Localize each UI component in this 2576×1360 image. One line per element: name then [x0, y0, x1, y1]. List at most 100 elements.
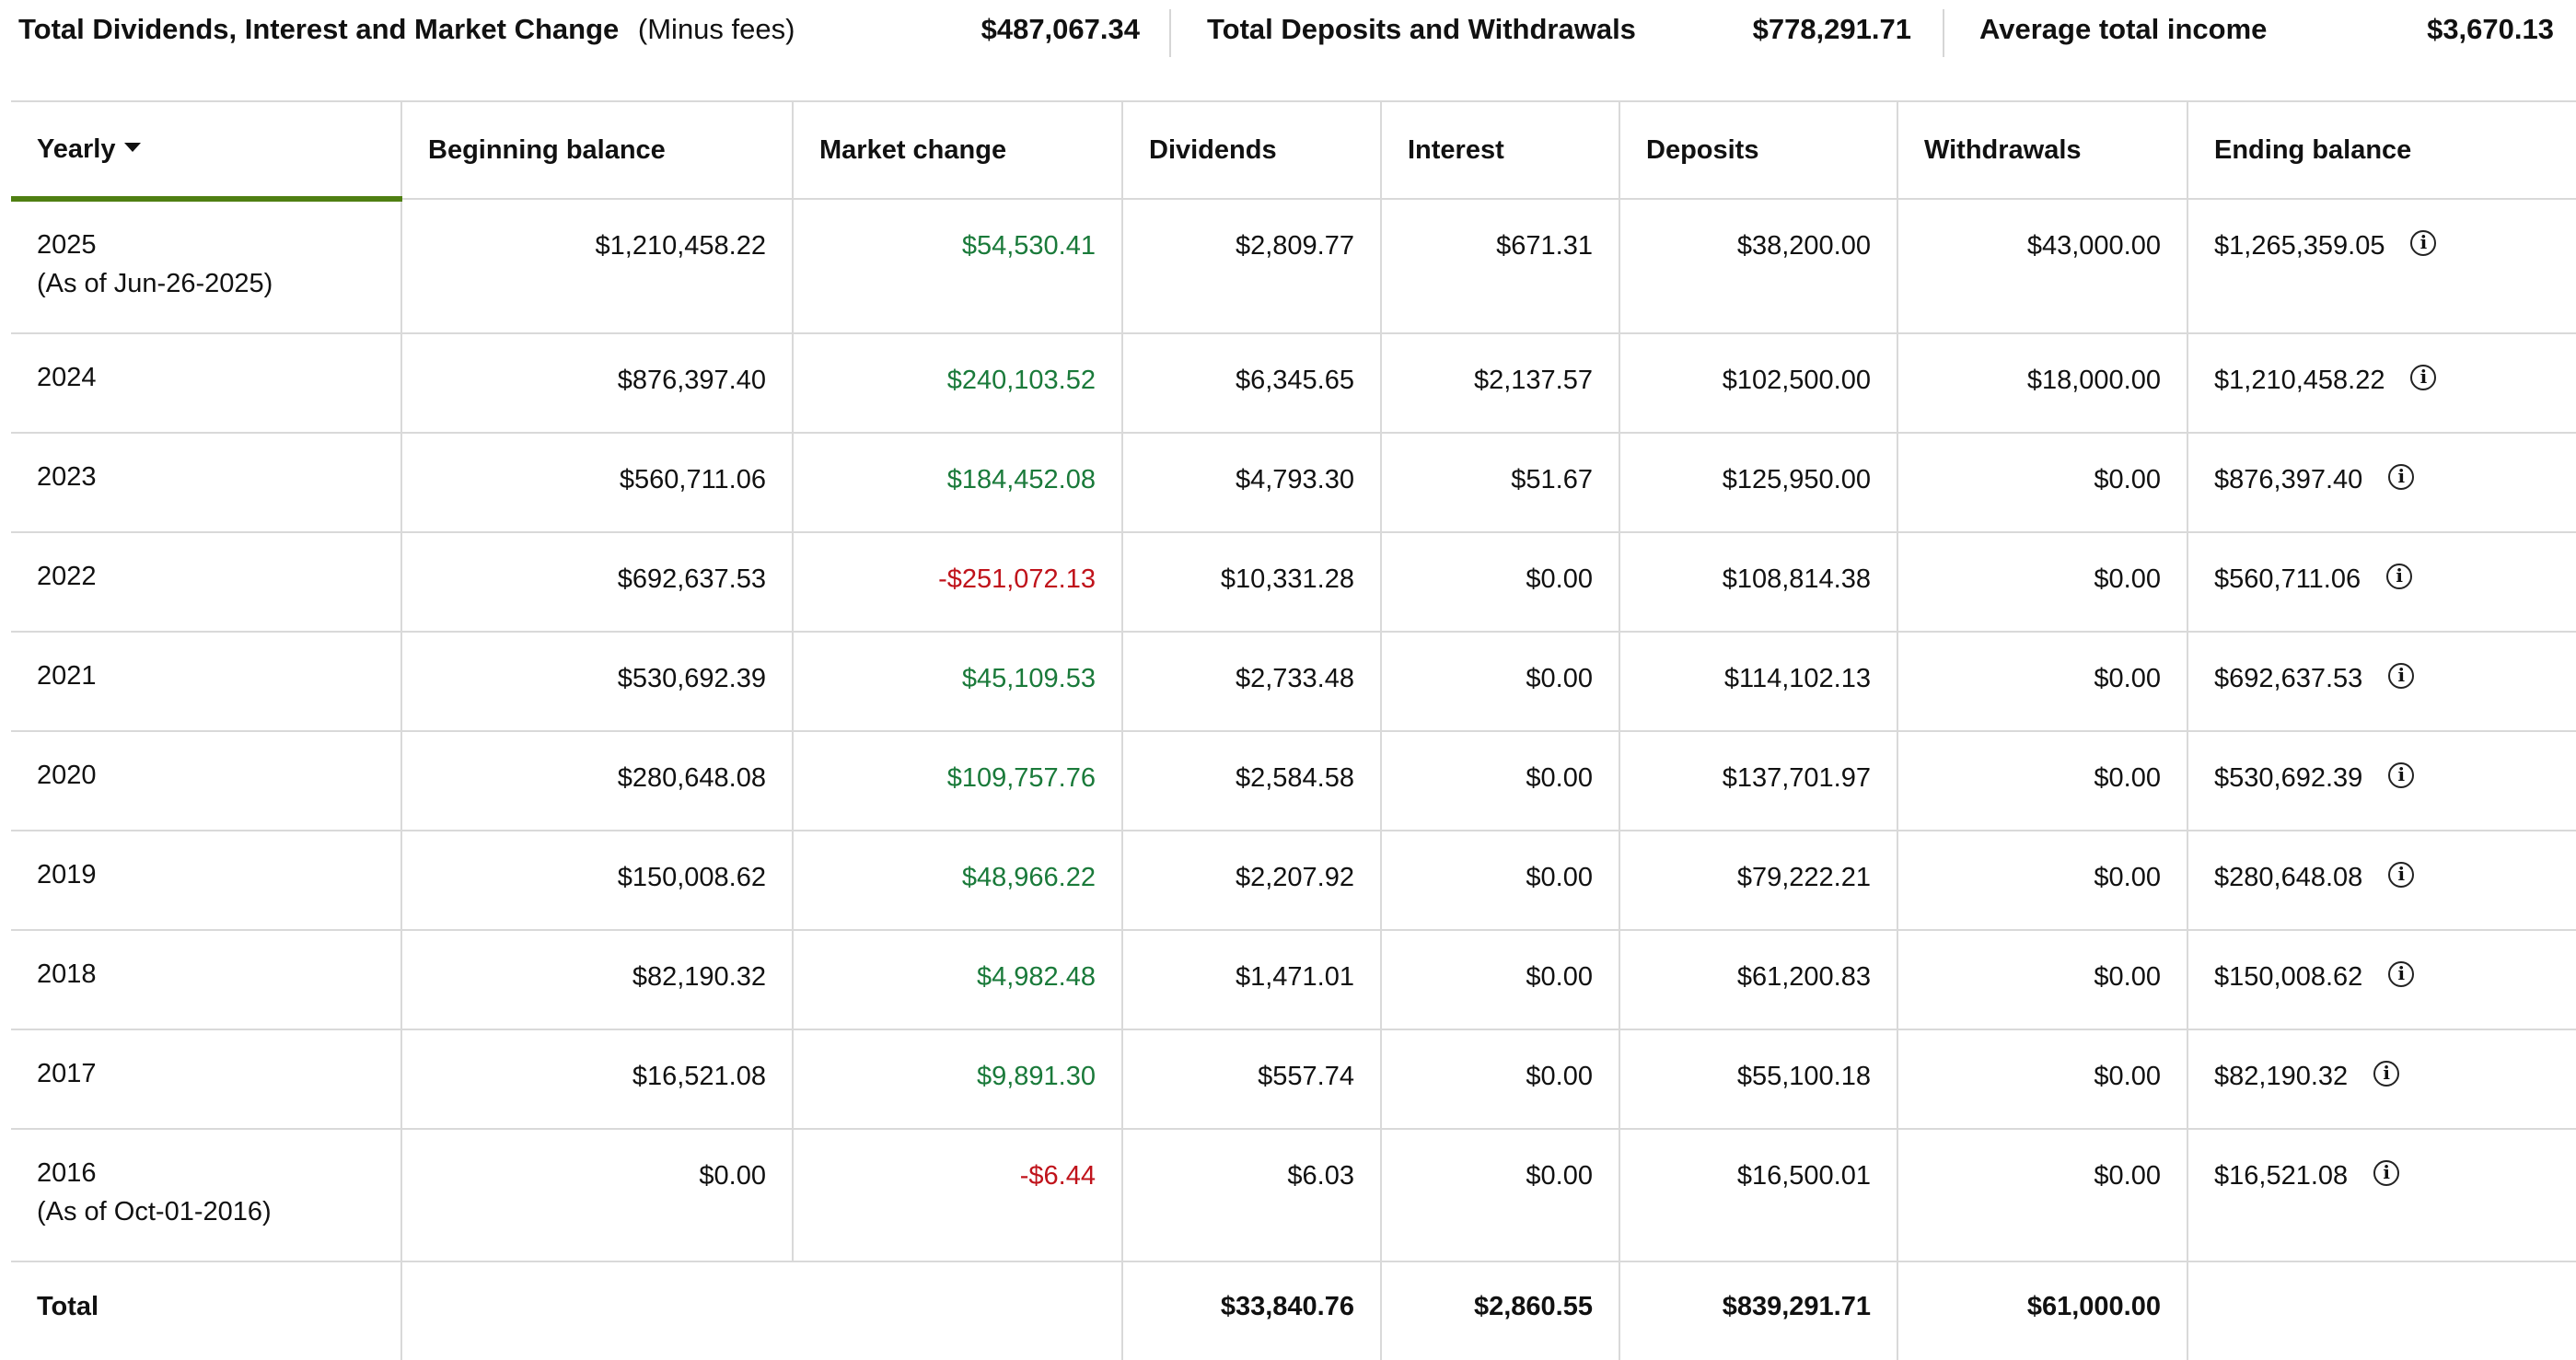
- beginning-balance-cell: $16,521.08: [400, 1029, 793, 1129]
- year-label: 2023: [37, 462, 97, 492]
- info-icon[interactable]: i: [2388, 961, 2415, 988]
- market-change-cell: $48,966.22: [792, 830, 1122, 930]
- year-as-of-note: (As of Oct-01-2016): [37, 1197, 272, 1226]
- withdrawals-cell: $0.00: [1897, 1029, 2187, 1129]
- table-total-row: Total $33,840.76 $2,860.55 $839,291.71 $…: [11, 1261, 2576, 1360]
- column-header-deposits[interactable]: Deposits: [1619, 100, 1897, 199]
- info-icon[interactable]: i: [2388, 464, 2415, 491]
- year-label: 2017: [37, 1059, 97, 1088]
- year-label: 2018: [37, 959, 97, 989]
- deposits-cell: $114,102.13: [1619, 631, 1897, 731]
- market-change-cell: -$6.44: [792, 1128, 1122, 1261]
- year-label: 2024: [37, 363, 97, 392]
- column-header-withdrawals[interactable]: Withdrawals: [1897, 100, 2187, 199]
- total-withdrawals: $61,000.00: [1897, 1261, 2187, 1360]
- table-row: 2024 $876,397.40 $240,103.52 $6,345.65 $2,13…: [11, 332, 2576, 433]
- year-as-of-note: (As of Jun-26-2025): [37, 269, 273, 298]
- total-label: Total: [11, 1261, 401, 1360]
- column-header-label: Yearly: [37, 134, 116, 164]
- summary-dividends-note: (Minus fees): [637, 13, 795, 45]
- dividends-cell: $10,331.28: [1121, 531, 1381, 632]
- year-cell: 2017: [11, 1029, 401, 1129]
- withdrawals-cell: $0.00: [1897, 432, 2187, 532]
- year-cell: 2016 (As of Oct-01-2016): [11, 1128, 401, 1261]
- column-header-yearly[interactable]: Yearly: [11, 100, 401, 202]
- column-header-market-change[interactable]: Market change: [792, 100, 1122, 199]
- dividends-cell: $1,471.01: [1121, 929, 1381, 1029]
- summary-dividends-label: Total Dividends, Interest and Market Cha…: [18, 13, 620, 45]
- year-label: 2016: [37, 1158, 97, 1188]
- beginning-balance-cell: $560,711.06: [400, 432, 793, 532]
- market-change-cell: $109,757.76: [792, 730, 1122, 831]
- interest-cell: $2,137.57: [1380, 332, 1619, 433]
- table-row: 2023 $560,711.06 $184,452.08 $4,793.30 $51.6…: [11, 432, 2576, 532]
- info-icon[interactable]: i: [2388, 663, 2415, 690]
- beginning-balance-cell: $692,637.53: [400, 531, 793, 632]
- info-icon[interactable]: i: [2410, 230, 2437, 257]
- summary-income-label: Average total income: [1979, 13, 2268, 45]
- beginning-balance-cell: $0.00: [400, 1128, 793, 1261]
- ending-balance-value: $150,008.62: [2214, 962, 2363, 992]
- dividends-cell: $2,207.92: [1121, 830, 1381, 930]
- year-cell: 2022: [11, 531, 401, 632]
- column-header-interest[interactable]: Interest: [1380, 100, 1619, 199]
- withdrawals-cell: $0.00: [1897, 730, 2187, 831]
- beginning-balance-cell: $280,648.08: [400, 730, 793, 831]
- ending-balance-cell: $876,397.40 i: [2187, 432, 2576, 532]
- year-cell: 2025 (As of Jun-26-2025): [11, 198, 401, 333]
- dividends-cell: $557.74: [1121, 1029, 1381, 1129]
- yearly-balance-table: Yearly Beginning balance Market change D…: [11, 100, 2576, 1360]
- info-icon[interactable]: i: [2410, 365, 2437, 391]
- ending-balance-value: $530,692.39: [2214, 763, 2363, 793]
- year-label: 2020: [37, 761, 97, 790]
- beginning-balance-cell: $1,210,458.22: [400, 198, 793, 333]
- beginning-balance-cell: $530,692.39: [400, 631, 793, 731]
- ending-balance-value: $1,265,359.05: [2214, 231, 2385, 261]
- summary-bar: Total Dividends, Interest and Market Cha…: [0, 0, 2576, 64]
- ending-balance-value: $560,711.06: [2214, 564, 2361, 594]
- year-cell: 2024: [11, 332, 401, 433]
- year-label: 2022: [37, 562, 97, 591]
- ending-balance-value: $876,397.40: [2214, 465, 2363, 494]
- info-icon[interactable]: i: [2373, 1160, 2400, 1187]
- table-row: 2017 $16,521.08 $9,891.30 $557.74 $0.00 $55,1…: [11, 1029, 2576, 1129]
- dividends-cell: $6,345.65: [1121, 332, 1381, 433]
- info-icon[interactable]: i: [2388, 862, 2415, 889]
- ending-balance-cell: $1,210,458.22 i: [2187, 332, 2576, 433]
- column-header-ending-balance[interactable]: Ending balance: [2187, 100, 2576, 199]
- column-header-beginning-balance[interactable]: Beginning balance: [400, 100, 793, 199]
- year-label: 2021: [37, 661, 97, 691]
- total-beginning-empty: [400, 1261, 793, 1360]
- beginning-balance-cell: $82,190.32: [400, 929, 793, 1029]
- withdrawals-cell: $0.00: [1897, 531, 2187, 632]
- withdrawals-cell: $0.00: [1897, 830, 2187, 930]
- interest-cell: $0.00: [1380, 830, 1619, 930]
- column-header-dividends[interactable]: Dividends: [1121, 100, 1381, 199]
- ending-balance-cell: $16,521.08 i: [2187, 1128, 2576, 1261]
- info-icon[interactable]: i: [2388, 762, 2415, 789]
- info-icon[interactable]: i: [2373, 1061, 2400, 1087]
- beginning-balance-cell: $150,008.62: [400, 830, 793, 930]
- total-deposits: $839,291.71: [1619, 1261, 1897, 1360]
- ending-balance-value: $1,210,458.22: [2214, 366, 2385, 395]
- ending-balance-value: $82,190.32: [2214, 1062, 2349, 1091]
- table-body: 2025 (As of Jun-26-2025) $1,210,458.22 $54,…: [11, 198, 2576, 1261]
- ending-balance-cell: $560,711.06 i: [2187, 531, 2576, 632]
- table-row: 2025 (As of Jun-26-2025) $1,210,458.22 $54,…: [11, 198, 2576, 333]
- year-cell: 2018: [11, 929, 401, 1029]
- deposits-cell: $125,950.00: [1619, 432, 1897, 532]
- withdrawals-cell: $0.00: [1897, 929, 2187, 1029]
- interest-cell: $0.00: [1380, 730, 1619, 831]
- total-market-empty: [793, 1261, 1122, 1360]
- year-cell: 2023: [11, 432, 401, 532]
- ending-balance-cell: $692,637.53 i: [2187, 631, 2576, 731]
- ending-balance-cell: $82,190.32 i: [2187, 1029, 2576, 1129]
- dividends-cell: $2,733.48: [1121, 631, 1381, 731]
- summary-deposits-value: $778,291.71: [1752, 13, 1911, 45]
- ending-balance-cell: $530,692.39 i: [2187, 730, 2576, 831]
- market-change-cell: $184,452.08: [792, 432, 1122, 532]
- market-change-cell: $45,109.53: [792, 631, 1122, 731]
- total-ending-empty: [2187, 1261, 2576, 1360]
- summary-divider: [1943, 9, 1944, 57]
- info-icon[interactable]: i: [2386, 564, 2413, 590]
